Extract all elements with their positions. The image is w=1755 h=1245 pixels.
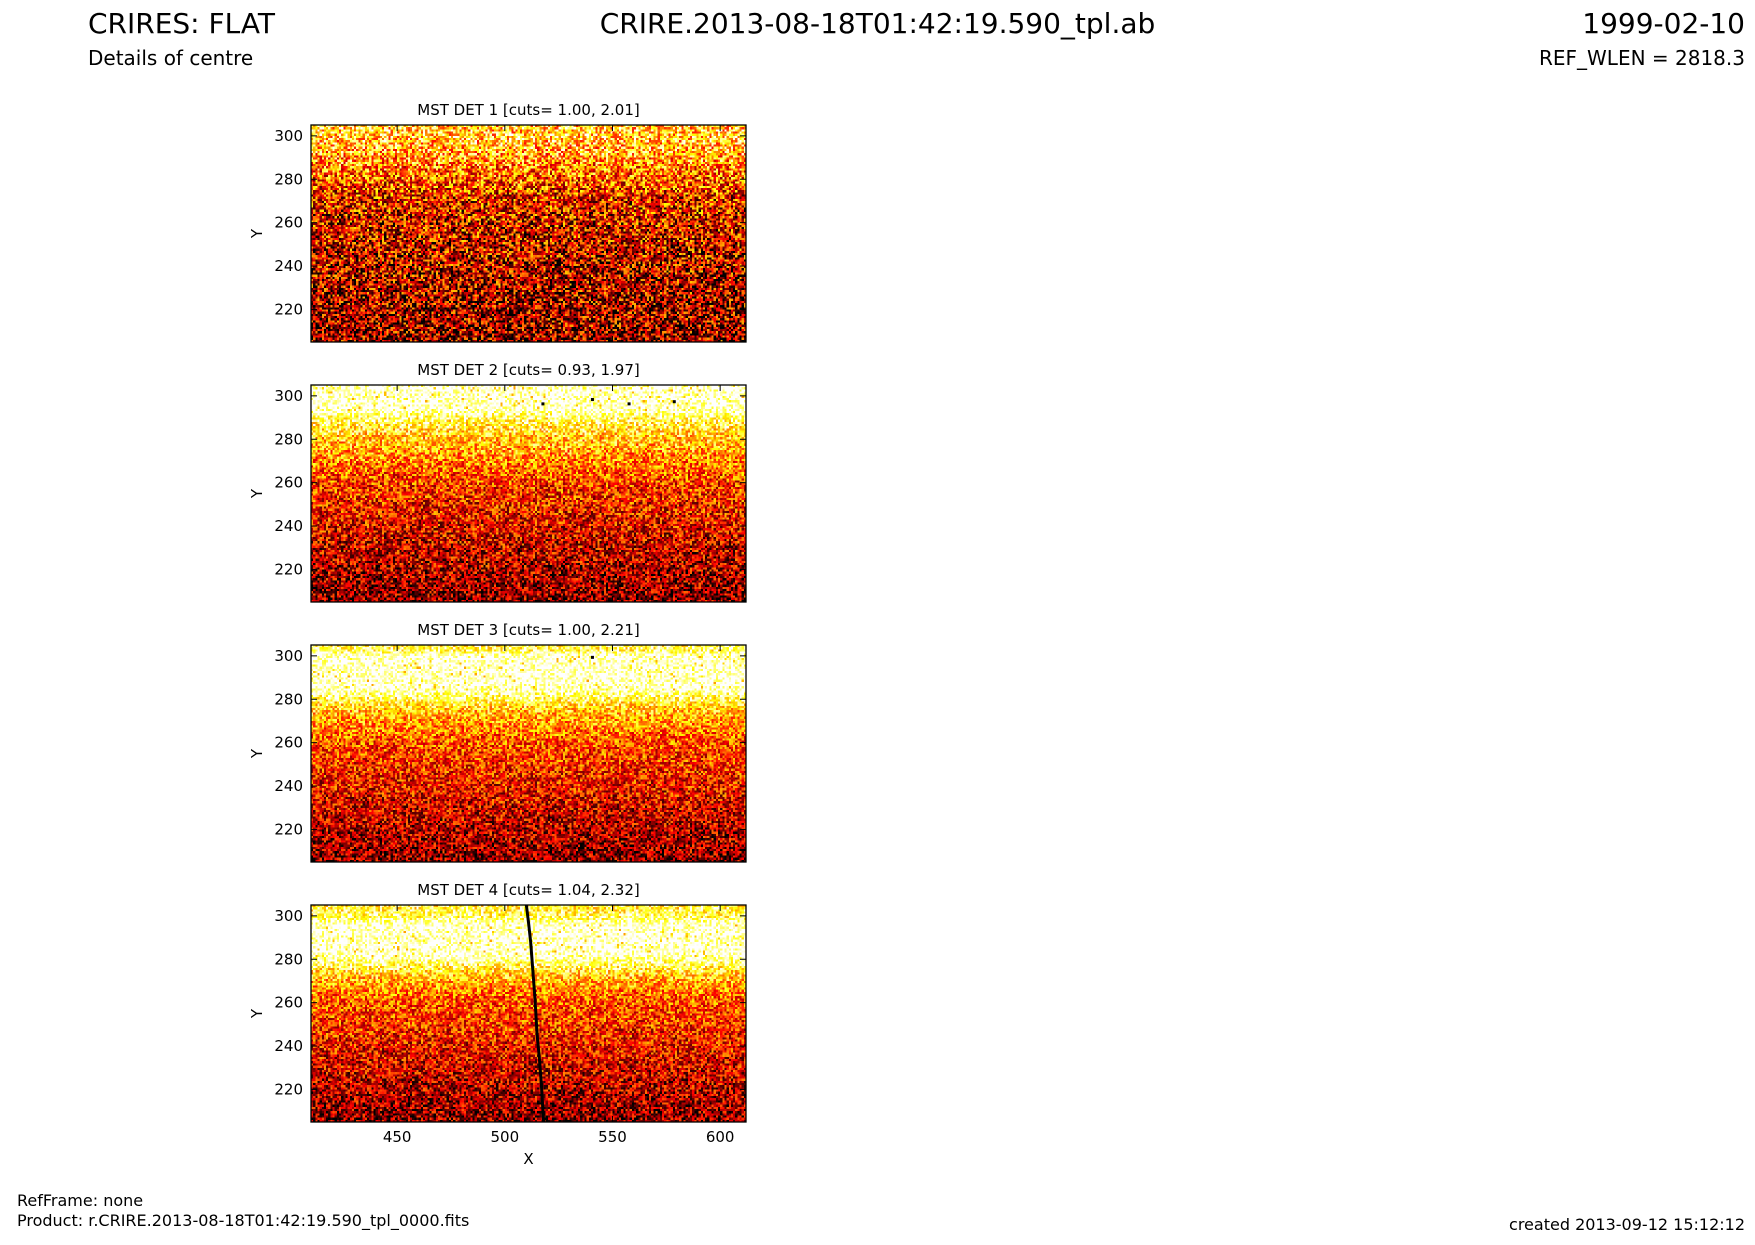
y-tick-label: 300 [274,127,303,145]
product-label: Product: r.CRIRE.2013-08-18T01:42:19.590… [17,1211,470,1230]
heatmap-image-3 [311,645,746,862]
bad-pixel [672,400,676,404]
page-title: CRIRES: FLAT [88,7,275,40]
panel-3: MST DET 3 [cuts= 1.00, 2.21] 220 240 260 280… [248,621,747,863]
y-tick-label: 240 [274,257,303,275]
y-tick-label: 260 [274,994,303,1012]
heatmap-image-4 [311,905,746,1122]
y-tick-label: 280 [274,170,303,188]
panel-1: MST DET 1 [cuts= 1.00, 2.01] 220 240 260 280… [248,101,747,343]
y-tick-label: 280 [274,690,303,708]
x-tick-label: 600 [706,1128,735,1146]
y-tick-label: 260 [274,214,303,232]
x-axis-label: X [523,1150,533,1168]
y-tick-label: 260 [274,734,303,752]
panel-4: MST DET 4 [cuts= 1.04, 2.32] 220 240 260 280… [248,881,747,1168]
x-tick-label: 550 [598,1128,627,1146]
panel-title: MST DET 4 [cuts= 1.04, 2.32] [417,881,640,899]
x-tick-label: 500 [490,1128,519,1146]
y-tick-label: 240 [274,1037,303,1055]
y-axis-label: Y [248,488,266,499]
y-axis-label: Y [248,1008,266,1019]
bad-column [524,904,546,1123]
y-tick-label: 300 [274,387,303,405]
page-subtitle: Details of centre [88,46,254,70]
bad-pixel [590,655,594,659]
y-tick-label: 300 [274,647,303,665]
y-tick-label: 220 [274,300,303,318]
y-tick-label: 220 [274,560,303,578]
y-axis-label: Y [248,228,266,239]
x-tick-label: 450 [383,1128,412,1146]
plot-frame [310,384,747,603]
y-tick-label: 240 [274,517,303,535]
panel-title: MST DET 1 [cuts= 1.00, 2.01] [417,101,640,119]
plot-frame [310,904,747,1123]
refframe-label: RefFrame: none [17,1191,144,1210]
heatmap-image-2 [311,385,746,602]
bad-pixel [541,402,545,406]
bad-pixel [627,402,631,406]
y-tick-label: 260 [274,474,303,492]
panel-title: MST DET 2 [cuts= 0.93, 1.97] [417,361,640,379]
plot-frame [310,124,747,343]
y-axis-label: Y [248,748,266,759]
plot-frame [310,644,747,863]
bad-pixel [590,398,594,402]
date-label: 1999-02-10 [1582,7,1745,40]
file-name: CRIRE.2013-08-18T01:42:19.590_tpl.ab [599,7,1156,40]
created-label: created 2013-09-12 15:12:12 [1509,1215,1745,1234]
panel-title: MST DET 3 [cuts= 1.00, 2.21] [417,621,640,639]
heatmap-image-1 [311,125,746,342]
panel-2: MST DET 2 [cuts= 0.93, 1.97] 220 240 260 280… [248,361,747,603]
ref-wlen-label: REF_WLEN = 2818.3 [1538,46,1745,70]
y-tick-label: 280 [274,950,303,968]
y-tick-label: 280 [274,430,303,448]
y-tick-label: 240 [274,777,303,795]
y-tick-label: 220 [274,820,303,838]
y-tick-label: 300 [274,907,303,925]
y-tick-label: 220 [274,1080,303,1098]
